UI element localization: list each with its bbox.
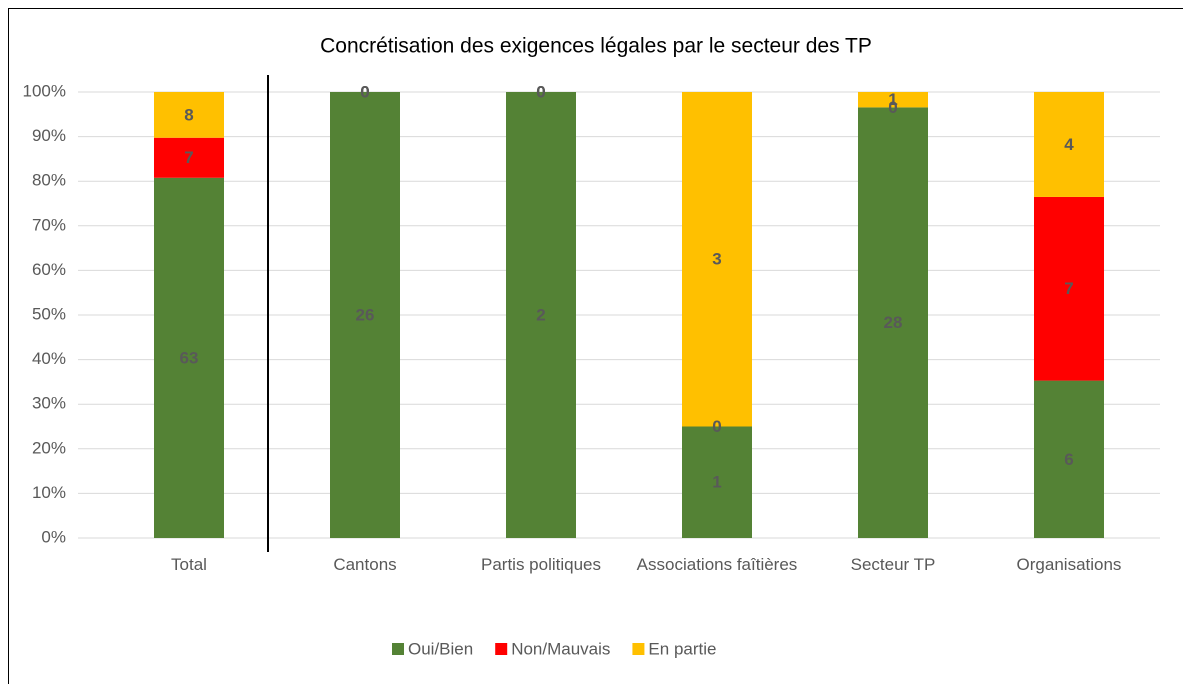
bar-segment bbox=[1034, 196, 1104, 381]
y-tick-label: 40% bbox=[32, 349, 66, 368]
bar-segment bbox=[682, 92, 752, 427]
bar-segment bbox=[1034, 380, 1104, 538]
bar-segment bbox=[1034, 92, 1104, 197]
data-label: 0 bbox=[536, 82, 545, 101]
data-label: 0 bbox=[536, 82, 545, 101]
data-label: 28 bbox=[884, 313, 903, 332]
x-tick-label-box: Organisations bbox=[1016, 555, 1122, 574]
data-label: 4 bbox=[1064, 135, 1074, 154]
data-label: 3 bbox=[712, 250, 721, 269]
x-tick-label: Cantons bbox=[333, 555, 397, 574]
legend-label: Oui/Bien bbox=[408, 639, 473, 658]
y-tick-label: 80% bbox=[32, 171, 66, 190]
y-tick-label: 90% bbox=[32, 126, 66, 145]
y-tick-label: 10% bbox=[32, 483, 66, 502]
bar-segment bbox=[858, 107, 928, 539]
data-label: 1 bbox=[712, 473, 721, 492]
x-tick-label-box: Partis politiques bbox=[480, 555, 601, 574]
data-label: 0 bbox=[360, 82, 369, 101]
data-label: 1 bbox=[888, 90, 897, 109]
chart-title: Concrétisation des exigences légales par… bbox=[320, 35, 872, 58]
x-tick-label-box: Associations faîtières bbox=[636, 555, 798, 574]
legend-label: En partie bbox=[648, 639, 716, 658]
bar-segment bbox=[154, 92, 224, 138]
bar-segment bbox=[858, 92, 928, 108]
bar-segment bbox=[154, 137, 224, 178]
data-label: 0 bbox=[360, 82, 369, 101]
x-tick-label: Total bbox=[171, 555, 207, 574]
legend-swatch bbox=[632, 643, 645, 655]
y-tick-label: 100% bbox=[23, 81, 66, 100]
bar-segment bbox=[682, 426, 752, 538]
legend-swatch bbox=[392, 643, 404, 655]
x-tick-label: Secteur TP bbox=[850, 555, 936, 574]
data-label: 0 bbox=[888, 98, 897, 117]
x-tick-label: Organisations bbox=[1016, 555, 1122, 574]
x-tick-label-box: Cantons bbox=[333, 555, 397, 574]
y-tick-label: 30% bbox=[32, 394, 66, 413]
x-tick-label-box: Secteur TP bbox=[850, 555, 936, 574]
data-label: 2 bbox=[536, 305, 545, 324]
y-tick-label: 70% bbox=[32, 215, 66, 234]
legend-label: Non/Mauvais bbox=[511, 639, 610, 658]
x-tick-label-box: Total bbox=[171, 555, 207, 574]
data-label: 7 bbox=[184, 148, 193, 167]
legend-swatch bbox=[495, 643, 508, 655]
x-tick-label: Associations faîtières bbox=[636, 555, 798, 574]
data-label: 63 bbox=[180, 348, 199, 367]
data-label: 7 bbox=[1064, 279, 1073, 298]
data-label: 26 bbox=[356, 305, 375, 324]
x-tick-label: Partis politiques bbox=[480, 555, 601, 574]
y-tick-label: 50% bbox=[32, 304, 66, 323]
data-label: 0 bbox=[712, 417, 721, 436]
y-tick-label: 0% bbox=[41, 527, 66, 546]
bar-segment bbox=[154, 177, 224, 538]
data-label: 8 bbox=[184, 105, 193, 124]
y-tick-label: 20% bbox=[32, 438, 66, 457]
bar-segment bbox=[330, 92, 400, 538]
y-tick-label: 60% bbox=[32, 260, 66, 279]
data-label: 6 bbox=[1064, 450, 1073, 469]
bar-segment bbox=[506, 92, 576, 538]
